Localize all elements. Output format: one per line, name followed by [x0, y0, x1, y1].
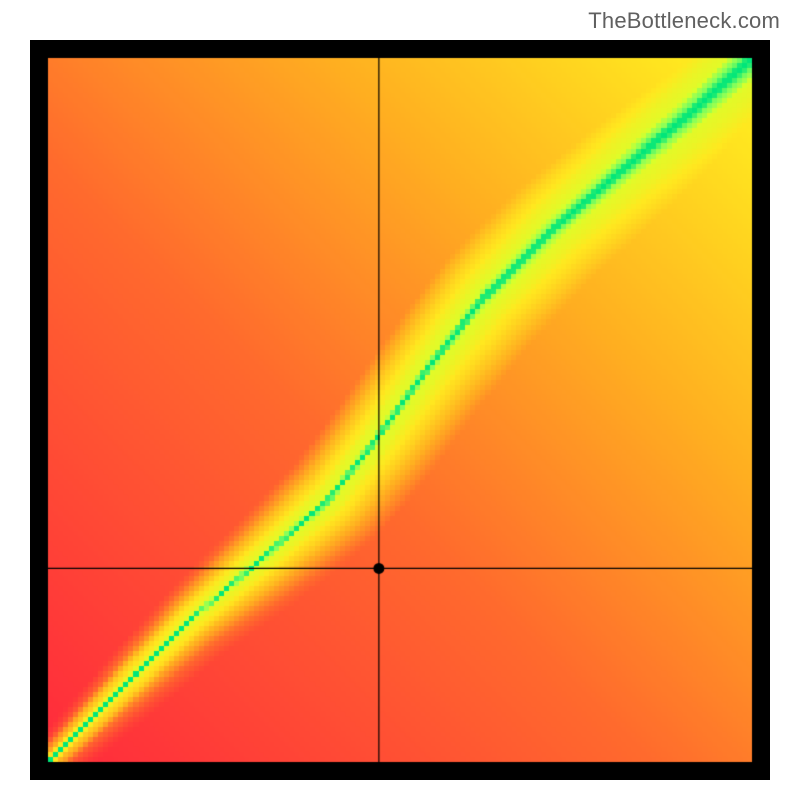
page-container: TheBottleneck.com [0, 0, 800, 800]
watermark-text: TheBottleneck.com [588, 8, 780, 34]
heatmap-canvas [30, 40, 770, 780]
plot-frame [30, 40, 770, 780]
